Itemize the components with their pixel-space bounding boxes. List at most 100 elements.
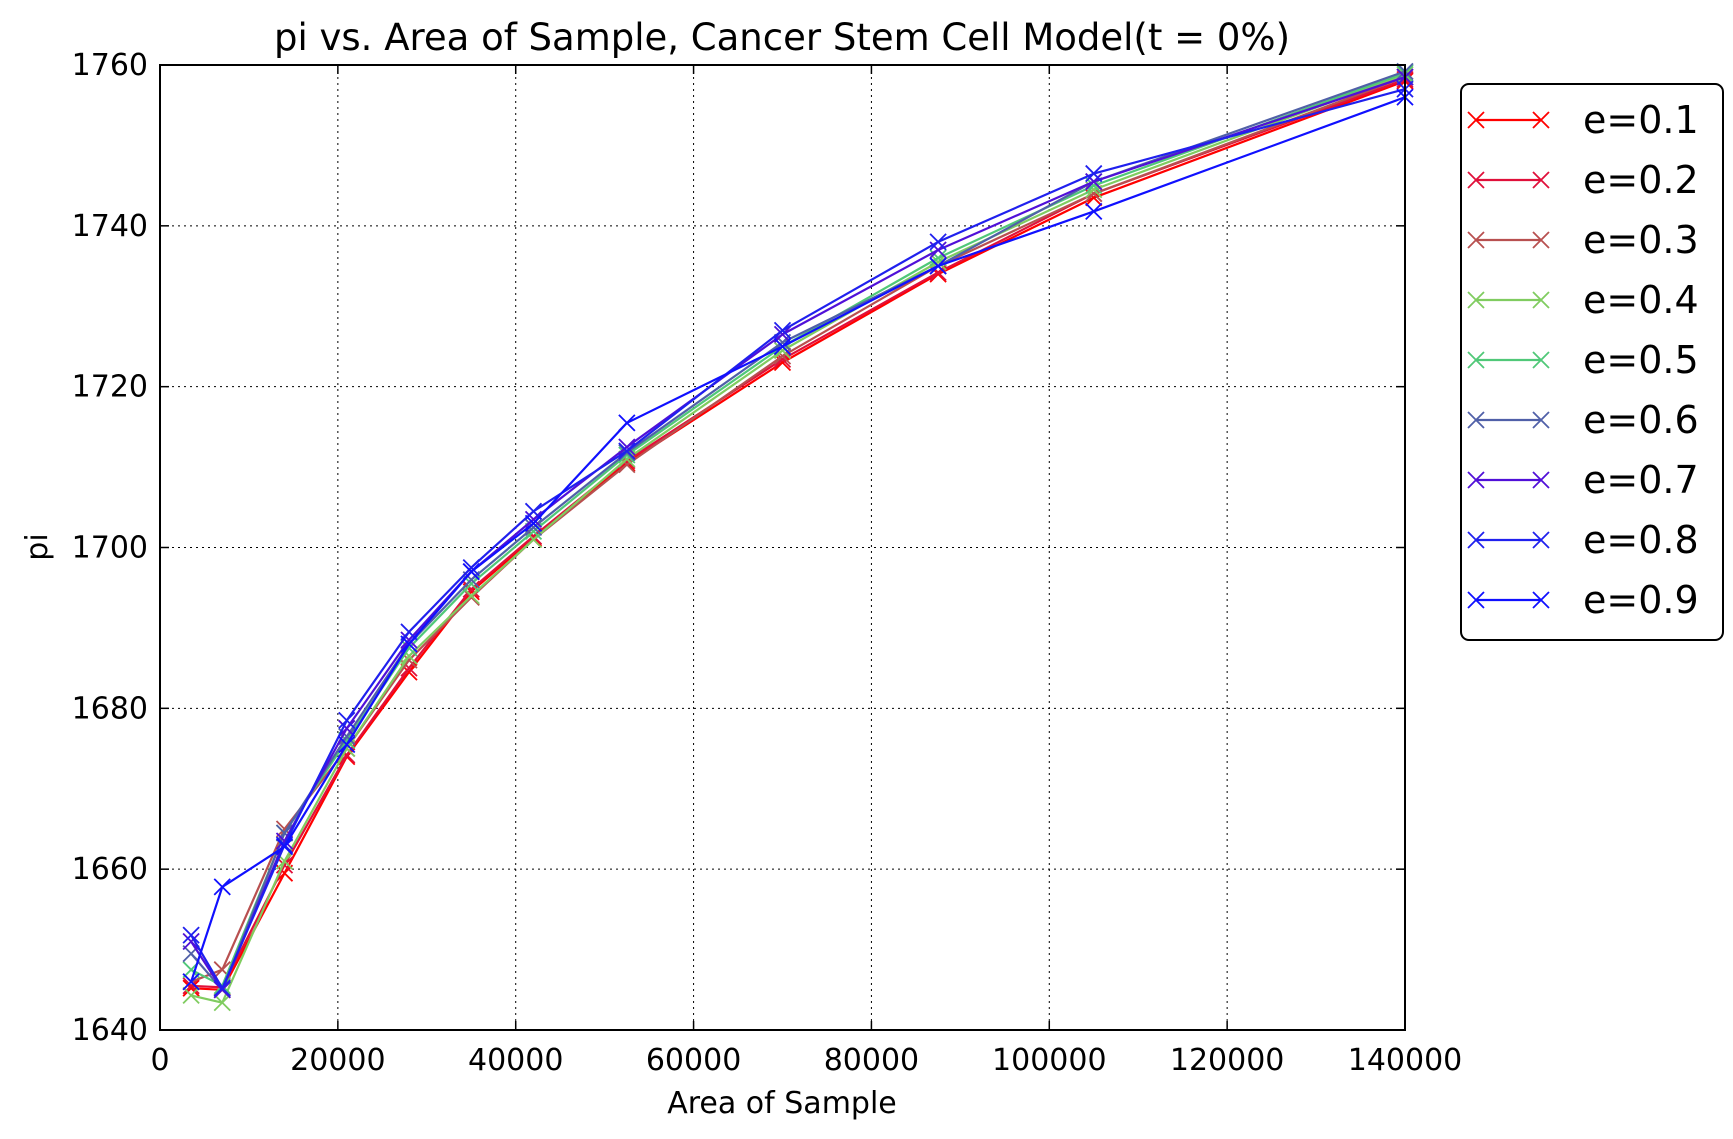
legend-marker [1467,171,1485,189]
x-tick-label: 20000 [290,1043,385,1078]
y-tick-label: 1660 [72,852,148,887]
series-line [190,71,1406,987]
legend-label: e=0.1 [1583,98,1699,142]
legend-label: e=0.6 [1583,398,1699,442]
series-e=0.5 [182,64,1414,995]
series-line [190,76,1406,983]
data-point-marker [462,558,480,577]
legend-marker [1532,351,1550,369]
data-point-marker [1085,164,1103,183]
legend-label: e=0.4 [1583,278,1699,322]
series-e=0.7 [182,68,1414,999]
legend-marker [1467,231,1485,249]
data-point-marker [400,631,418,649]
data-point-marker [618,414,636,432]
series-layer [182,62,1414,1012]
legend-item: e=0.1 [1467,98,1699,142]
data-point-marker [462,562,480,581]
legend-label: e=0.3 [1583,218,1699,262]
series-e=0.2 [182,70,1414,997]
data-point-marker [182,973,200,991]
data-point-marker [773,321,792,340]
data-point-marker [618,438,636,456]
legend-label: e=0.2 [1583,158,1699,202]
legend-marker [1532,111,1550,129]
axis-ticks: 0 20000 40000 60000 80000 100000 120000 140000 1… [72,48,1463,1078]
y-tick-label: 1640 [72,1013,148,1048]
data-point-marker [524,510,543,528]
data-point-marker [400,635,418,653]
data-point-marker [1085,202,1103,220]
legend-label: e=0.9 [1583,578,1699,622]
series-line [191,80,1406,991]
y-axis-label: pi [20,533,55,560]
series-e=0.9 [182,88,1414,991]
data-point-marker [773,325,792,344]
y-tick-label: 1680 [72,691,148,726]
data-point-marker [213,979,231,997]
legend-marker [1532,171,1550,189]
legend-item: e=0.2 [1467,158,1699,202]
x-tick-label: 80000 [824,1043,919,1078]
legend-item: e=0.4 [1467,278,1699,322]
series-e=0.8 [182,80,1414,997]
data-point-marker [524,522,543,541]
data-point-marker [338,735,356,754]
legend-marker [1467,411,1485,429]
x-tick-label: 100000 [992,1043,1107,1078]
data-point-marker [524,530,543,549]
data-point-marker [213,981,231,999]
legend: e=0.1 e=0.2 e=0.3 e=0.4 e=0.5 e=0.6 e=0.7 e=0.8… [1460,83,1724,641]
legend-marker [1532,291,1550,309]
y-tick-label: 1760 [72,48,148,83]
legend-marker [1467,291,1485,309]
data-point-marker [929,257,947,275]
series-line [190,96,1406,983]
series-line [191,78,1406,989]
legend-item: e=0.9 [1467,578,1699,622]
legend-box [1460,83,1724,641]
x-axis-label: Area of Sample [667,1086,897,1121]
y-tick-label: 1740 [72,209,148,244]
data-point-marker [275,838,294,856]
legend-marker [1532,531,1550,549]
legend-item: e=0.3 [1467,218,1699,262]
data-point-marker [929,233,947,251]
data-point-marker [182,932,200,951]
legend-item: e=0.8 [1467,518,1699,562]
data-point-marker [524,518,543,537]
x-tick-label: 40000 [468,1043,563,1078]
x-tick-label: 140000 [1348,1043,1463,1078]
legend-marker [1532,471,1550,489]
series-line [190,73,1406,1004]
series-line [190,70,1406,991]
series-e=0.6 [182,62,1414,999]
data-point-marker [338,719,356,738]
chart-title: pi vs. Area of Sample, Cancer Stem Cell … [274,16,1290,59]
data-point-marker [773,337,792,356]
data-point-marker [213,994,231,1012]
data-point-marker [524,514,543,533]
series-e=0.3 [182,68,1414,991]
legend-label: e=0.5 [1583,338,1699,382]
legend-item: e=0.6 [1467,398,1699,442]
series-line [190,76,1406,991]
series-e=0.1 [182,72,1414,999]
data-point-marker [338,711,356,730]
legend-marker [1467,471,1485,489]
legend-marker [1532,231,1550,249]
x-tick-label: 0 [150,1043,169,1078]
data-point-marker [213,878,231,896]
legend-items: e=0.1 e=0.2 e=0.3 e=0.4 e=0.5 e=0.6 e=0.7 e=0.8… [1467,98,1699,622]
legend-marker [1532,411,1550,429]
x-tick-label: 60000 [646,1043,741,1078]
x-tick-label: 120000 [1170,1043,1285,1078]
series-line [190,88,1406,990]
legend-marker [1467,111,1485,129]
data-point-marker [182,926,200,944]
data-point-marker [618,442,636,460]
legend-label: e=0.7 [1583,458,1699,502]
legend-marker [1467,531,1485,549]
